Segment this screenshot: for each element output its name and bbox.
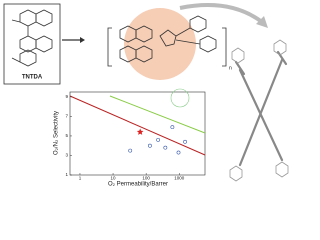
y-tick-label: 9 — [65, 94, 68, 99]
point — [128, 148, 133, 153]
repeat-unit: n — [229, 65, 232, 71]
curved-arrow — [179, 3, 264, 24]
y-tick-label: 5 — [65, 133, 68, 138]
y-tick-label: 7 — [65, 114, 68, 119]
point — [148, 143, 152, 148]
molecule-rings — [229, 39, 289, 182]
chart: 1 10 100 1000 1 3 5 7 9 — [65, 94, 187, 181]
x-tick-label: 10 — [111, 176, 117, 181]
monomer-box — [3, 3, 61, 85]
molecule-3d — [234, 50, 288, 167]
upper-bound-1991 — [69, 95, 206, 156]
y-axis-label: O₂/N₂ Selectivity — [54, 111, 60, 155]
monomer-label: TNTDA — [22, 75, 43, 81]
highlight-ring — [170, 88, 190, 108]
point — [176, 150, 181, 155]
point — [170, 125, 175, 130]
polymer-structure — [107, 15, 227, 67]
point — [163, 145, 168, 150]
monomer-structure — [11, 9, 53, 67]
point — [156, 137, 161, 142]
x-tick-label: 1 — [79, 176, 82, 181]
highlight-circle — [124, 8, 196, 80]
point — [136, 128, 144, 135]
point — [183, 139, 187, 144]
x-axis-label: O₂ Permeability/Barrer — [108, 182, 168, 188]
y-tick-label: 1 — [65, 172, 68, 177]
curved-arrow-head — [256, 16, 268, 28]
graphical-abstract: TNTDA n 1 10 100 1000 1 3 5 7 9 O₂ Permeability/… — [3, 3, 289, 188]
arrow-head — [80, 37, 85, 43]
upper-bound-2008 — [109, 95, 206, 134]
x-tick-label: 100 — [142, 176, 150, 181]
y-tick-label: 3 — [65, 153, 68, 158]
x-tick-label: 1000 — [174, 176, 185, 181]
